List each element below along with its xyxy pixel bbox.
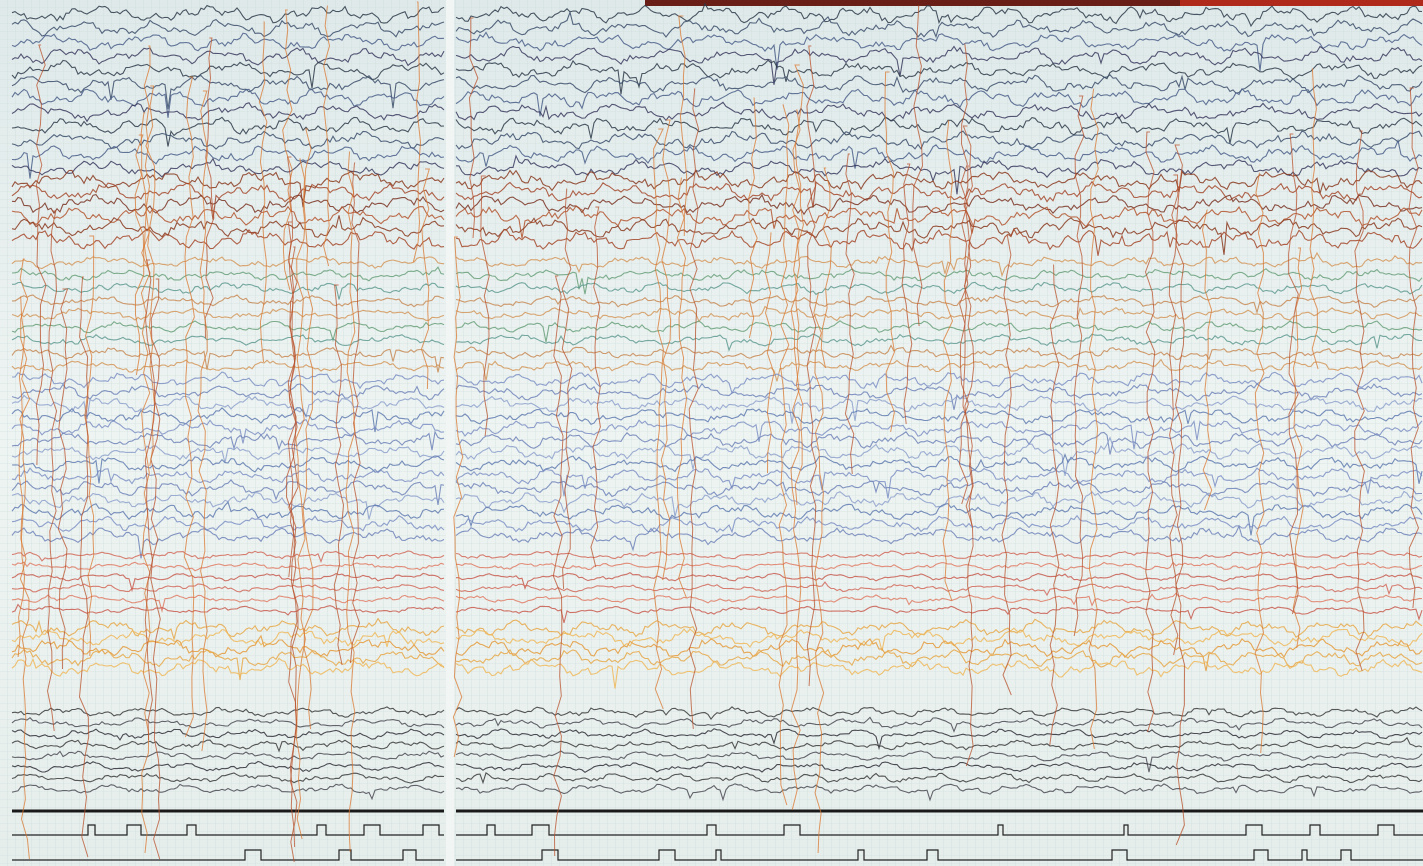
page: (() => { const NS = 'http://www.w3.org/2… — [0, 0, 1423, 866]
page-divider — [446, 0, 454, 866]
eeg-screen — [0, 0, 1423, 866]
bezel-highlight — [1180, 0, 1423, 6]
